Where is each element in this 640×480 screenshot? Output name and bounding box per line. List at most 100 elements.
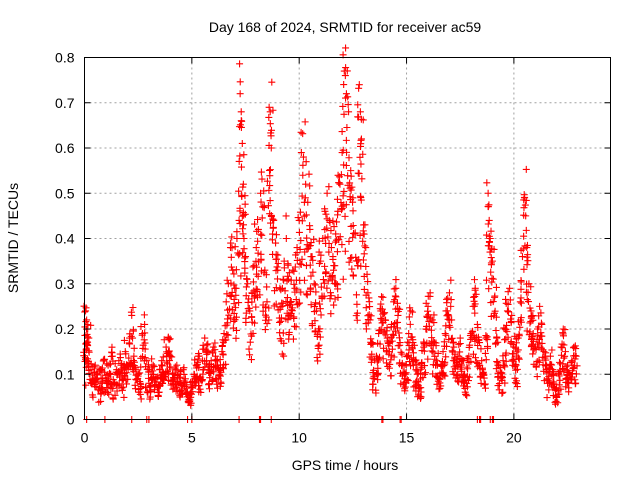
data-point: [464, 377, 472, 385]
data-point: [284, 316, 292, 324]
x-tick-label: 5: [188, 430, 196, 446]
data-point: [345, 154, 353, 162]
data-point: [442, 307, 450, 315]
data-point: [326, 219, 334, 227]
data-point: [306, 182, 314, 190]
data-point: [261, 316, 269, 324]
data-point: [571, 352, 579, 360]
data-point: [343, 123, 351, 131]
data-point: [284, 261, 292, 269]
data-point: [227, 253, 235, 261]
data-point: [317, 283, 325, 291]
data-point: [509, 350, 517, 358]
data-point: [285, 328, 293, 336]
data-point: [310, 280, 318, 288]
data-point: [274, 251, 282, 259]
data-point: [340, 187, 348, 195]
data-point: [475, 361, 483, 369]
data-point: [275, 314, 283, 322]
data-point: [433, 380, 441, 388]
data-point: [301, 194, 309, 202]
data-point: [493, 333, 501, 341]
x-ticks: 0 5 10 15 20: [81, 57, 522, 446]
data-point: [113, 387, 121, 395]
data-point: [491, 292, 499, 300]
data-point: [504, 288, 512, 296]
data-point: [350, 229, 358, 237]
data-point: [474, 323, 482, 331]
y-tick-label: 0.4: [55, 231, 75, 247]
data-point: [131, 364, 139, 372]
data-point: [448, 334, 456, 342]
data-point: [281, 287, 289, 295]
data-point: [428, 347, 436, 355]
data-point: [296, 208, 304, 216]
data-point: [316, 305, 324, 313]
data-point: [266, 197, 274, 205]
data-point: [242, 314, 250, 322]
data-point: [252, 303, 260, 311]
data-point: [429, 348, 437, 356]
data-point: [554, 386, 562, 394]
data-point: [480, 371, 488, 379]
data-point: [310, 235, 318, 243]
data-point: [105, 390, 113, 398]
data-point: [527, 313, 535, 321]
data-point: [290, 267, 298, 275]
data-point: [348, 183, 356, 191]
data-point: [166, 335, 174, 343]
data-point: [388, 345, 396, 353]
data-point: [195, 350, 203, 358]
data-point: [314, 357, 322, 365]
data-point: [379, 293, 387, 301]
data-point: [129, 326, 137, 334]
data-point: [324, 233, 332, 241]
data-point: [223, 321, 231, 329]
data-point: [241, 258, 249, 266]
data-point: [324, 277, 332, 285]
data-point: [170, 374, 178, 382]
x-axis-label: GPS time / hours: [292, 457, 399, 473]
data-point: [440, 371, 448, 379]
data-point: [223, 331, 231, 339]
data-point: [447, 276, 455, 284]
data-point: [272, 300, 280, 308]
data-point: [296, 245, 304, 253]
data-point: [327, 292, 335, 300]
data-point: [522, 226, 530, 234]
data-point: [266, 166, 274, 174]
data-point: [354, 169, 362, 177]
data-point: [122, 350, 130, 358]
data-point: [318, 293, 326, 301]
y-ticks: 0 0.1 0.2 0.3 0.4 0.5 0.6 0.7 0.8: [55, 50, 611, 428]
data-point: [222, 298, 230, 306]
data-point: [362, 244, 370, 252]
data-point: [349, 271, 357, 279]
data-point: [257, 168, 265, 176]
data-point: [529, 350, 537, 358]
data-point: [260, 269, 268, 277]
data-point: [141, 329, 149, 337]
data-point: [374, 376, 382, 384]
y-axis-label: SRMTID / TECUs: [5, 183, 21, 293]
data-point: [267, 144, 275, 152]
data-point: [484, 342, 492, 350]
data-point: [299, 161, 307, 169]
data-point: [251, 220, 259, 228]
data-point: [469, 350, 477, 358]
data-point: [227, 314, 235, 322]
data-point: [325, 240, 333, 248]
data-point: [130, 344, 138, 352]
data-point: [241, 200, 249, 208]
data-point: [107, 352, 115, 360]
data-point: [298, 255, 306, 263]
data-point: [120, 364, 128, 372]
data-point: [445, 312, 453, 320]
data-point: [421, 362, 429, 370]
y-tick-label: 0.6: [55, 140, 75, 156]
data-point: [232, 291, 240, 299]
data-point: [327, 310, 335, 318]
data-point: [240, 221, 248, 229]
data-point: [267, 211, 275, 219]
data-point: [253, 227, 261, 235]
